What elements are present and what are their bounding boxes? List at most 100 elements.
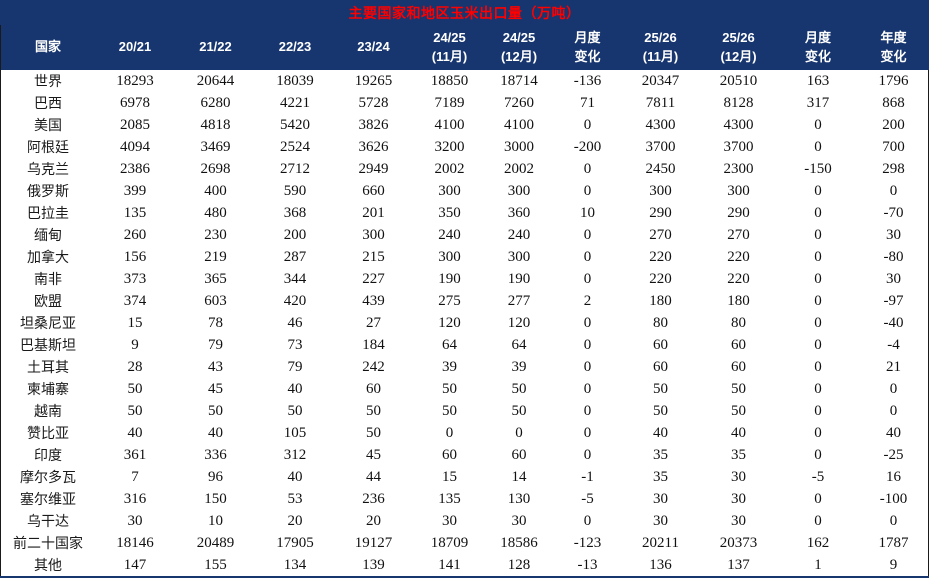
value-cell: 30 — [653, 490, 668, 507]
value-cell: 30 — [731, 468, 746, 485]
change-value-cell: -5 — [581, 490, 594, 507]
value-cell: 20 — [366, 512, 381, 529]
value-cell: 399 — [123, 182, 147, 199]
value-cell: 30 — [442, 512, 457, 529]
change-value-cell: 0 — [583, 160, 592, 177]
change-value-cell: 0 — [814, 336, 822, 353]
value-cell: 290 — [649, 204, 672, 221]
value-cell: 360 — [507, 204, 531, 221]
change-value-cell: 868 — [882, 94, 905, 111]
table-row: 土耳其 28 43 79 242 39 39 0 60 60 0 21 — [1, 356, 929, 378]
value-cell: 30 — [127, 512, 143, 529]
value-cell: 420 — [283, 292, 307, 309]
country-cell: 巴基斯坦 — [20, 339, 76, 354]
value-cell: 45 — [366, 446, 381, 463]
country-cell: 美国 — [34, 119, 62, 134]
change-value-cell: 21 — [886, 358, 901, 375]
change-value-cell: 10 — [580, 204, 595, 221]
change-value-cell: -25 — [883, 446, 904, 463]
value-cell: 236 — [362, 490, 385, 507]
country-cell: 欧盟 — [34, 295, 62, 310]
value-cell: 136 — [649, 556, 672, 573]
value-cell: 220 — [649, 270, 672, 287]
value-cell: 78 — [208, 314, 223, 331]
value-cell: 215 — [362, 248, 385, 265]
value-cell: 275 — [438, 292, 461, 309]
change-value-cell: 30 — [886, 226, 901, 243]
value-cell: 39 — [442, 358, 457, 375]
change-value-cell: 0 — [889, 380, 898, 397]
change-value-cell: 0 — [814, 248, 822, 265]
change-value-cell: 71 — [580, 94, 595, 111]
value-cell: 230 — [204, 226, 227, 243]
value-cell: 270 — [649, 226, 672, 243]
value-cell: 260 — [123, 226, 147, 243]
value-cell: 19127 — [354, 534, 393, 551]
column-header-0: 国家 — [1, 25, 95, 70]
value-cell: 290 — [727, 204, 750, 221]
value-cell: 120 — [507, 314, 531, 331]
value-cell: 18709 — [430, 534, 469, 551]
change-value-cell: 0 — [814, 512, 822, 529]
value-cell: 5728 — [358, 94, 389, 111]
value-cell: 300 — [649, 182, 672, 199]
value-cell: 0 — [445, 424, 454, 441]
country-cell: 俄罗斯 — [27, 185, 69, 200]
value-cell: 40 — [208, 424, 223, 441]
value-cell: 53 — [287, 490, 303, 507]
change-value-cell: 200 — [882, 116, 905, 133]
change-value-cell: 0 — [814, 116, 822, 133]
table-row: 欧盟 374 603 420 439 275 277 2 180 180 0 -97 — [1, 290, 929, 312]
value-cell: 4300 — [723, 116, 754, 133]
country-cell: 土耳其 — [27, 361, 69, 376]
change-value-cell: 0 — [814, 292, 822, 309]
table-title: 主要国家和地区玉米出口量（万吨） — [348, 4, 581, 21]
column-header-10: 月度 变化 — [779, 25, 857, 70]
value-cell: 60 — [366, 380, 381, 397]
value-cell: 20644 — [196, 72, 235, 89]
value-cell: 227 — [362, 270, 385, 287]
value-cell: 270 — [727, 226, 750, 243]
change-value-cell: 1796 — [878, 72, 909, 89]
value-cell: 45 — [208, 380, 223, 397]
value-cell: 156 — [123, 248, 147, 265]
country-cell: 前二十国家 — [13, 537, 83, 552]
value-cell: 20211 — [642, 534, 679, 551]
table-row: 俄罗斯 399 400 590 660 300 300 0 300 300 0 0 — [1, 180, 929, 202]
value-cell: 220 — [727, 270, 750, 287]
country-cell: 巴拉圭 — [27, 207, 69, 222]
change-value-cell: -4 — [887, 336, 900, 353]
column-header-3: 22/23 — [256, 25, 334, 70]
change-value-cell: 40 — [886, 424, 901, 441]
table-row: 乌干达 30 10 20 20 30 30 0 30 30 0 0 — [1, 510, 929, 532]
value-cell: 35 — [731, 446, 746, 463]
change-value-cell: 0 — [583, 512, 592, 529]
change-value-cell: 0 — [583, 380, 592, 397]
value-cell: 2300 — [723, 160, 754, 177]
change-value-cell: 0 — [583, 446, 592, 463]
value-cell: 28 — [127, 358, 143, 375]
table-row: 坦桑尼亚 15 78 46 27 120 120 0 80 80 0 -40 — [1, 312, 929, 334]
change-value-cell: 0 — [583, 314, 592, 331]
value-cell: 50 — [366, 424, 381, 441]
country-cell: 乌克兰 — [27, 163, 69, 178]
value-cell: 50 — [208, 402, 223, 419]
change-value-cell: 30 — [886, 270, 901, 287]
change-value-cell: 1 — [814, 556, 822, 573]
value-cell: 3700 — [723, 138, 754, 155]
value-cell: 300 — [438, 248, 461, 265]
value-cell: 373 — [123, 270, 147, 287]
change-value-cell: 0 — [814, 138, 822, 155]
value-cell: 80 — [731, 314, 746, 331]
value-cell: 7189 — [434, 94, 465, 111]
change-value-cell: 2 — [583, 292, 592, 309]
value-cell: 20347 — [641, 72, 680, 89]
value-cell: 7260 — [504, 94, 534, 111]
value-cell: 3626 — [358, 138, 389, 155]
value-cell: 120 — [438, 314, 461, 331]
change-value-cell: 9 — [889, 556, 898, 573]
table-header: 国家 20/21 21/22 22/23 23/24 24/25 (11月) 24/25 (12… — [1, 25, 929, 70]
value-cell: 30 — [731, 512, 746, 529]
change-value-cell: 0 — [814, 424, 822, 441]
table-row: 乌克兰 2386 2698 2712 2949 2002 2002 0 2450 2300 -150… — [1, 158, 929, 180]
